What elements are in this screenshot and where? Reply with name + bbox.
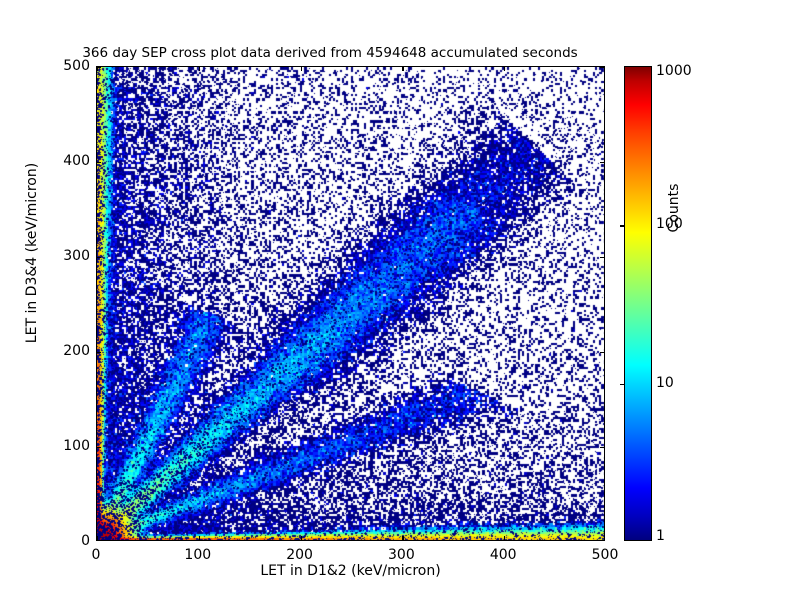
x-tick-mark [402, 536, 404, 540]
y-tick-label: 0 [81, 533, 90, 549]
colorbar-tick-mark [620, 383, 625, 385]
y-tick-mark [97, 447, 101, 449]
x-tick-label: 300 [388, 547, 415, 563]
y-tick-mark [600, 67, 604, 69]
y-tick-label: 300 [63, 248, 90, 264]
title-line-1: 366 day SEP cross plot data derived from… [82, 45, 578, 61]
y-tick-label: 200 [63, 343, 90, 359]
x-tick-mark [300, 536, 302, 540]
colorbar-tick-label: 1000 [656, 63, 692, 79]
y-tick-mark [97, 67, 101, 69]
x-tick-mark [198, 67, 201, 71]
y-tick-mark [97, 162, 101, 164]
x-tick-label: 200 [286, 547, 313, 563]
x-tick-mark [300, 67, 302, 71]
x-tick-label: 500 [591, 547, 619, 563]
y-tick-mark [600, 352, 604, 354]
x-axis-label: LET in D1&2 (keV/micron) [260, 563, 441, 579]
y-tick-label: 500 [63, 58, 90, 74]
scatter-data-layer [97, 67, 604, 540]
y-tick-mark [600, 162, 604, 164]
y-tick-mark [600, 257, 604, 259]
y-tick-mark [600, 447, 604, 449]
y-tick-label: 400 [63, 153, 90, 169]
colorbar-tick-label: 10 [656, 374, 674, 391]
x-tick-label: 400 [489, 547, 517, 563]
y-tick-mark [97, 352, 101, 354]
y-tick-mark [97, 257, 101, 259]
x-tick-mark [402, 67, 404, 71]
x-tick-mark [504, 536, 506, 540]
x-tick-label: 100 [184, 547, 212, 563]
colorbar-tick-label: 1 [656, 528, 665, 544]
x-tick-mark [97, 536, 99, 540]
x-tick-mark [198, 536, 201, 540]
colorbar-label: Counts [666, 183, 682, 233]
scatter-plot-axes[interactable] [96, 66, 605, 541]
x-tick-mark [97, 67, 99, 71]
colorbar-tick-mark [620, 225, 625, 227]
y-axis-label: LET in D3&4 (keV/micron) [24, 162, 40, 344]
x-tick-mark [504, 67, 506, 71]
y-tick-label: 100 [63, 438, 90, 454]
colorbar-tick-label: 100 [656, 216, 683, 233]
colorbar[interactable] [620, 66, 652, 541]
x-tick-label: 0 [91, 547, 101, 563]
